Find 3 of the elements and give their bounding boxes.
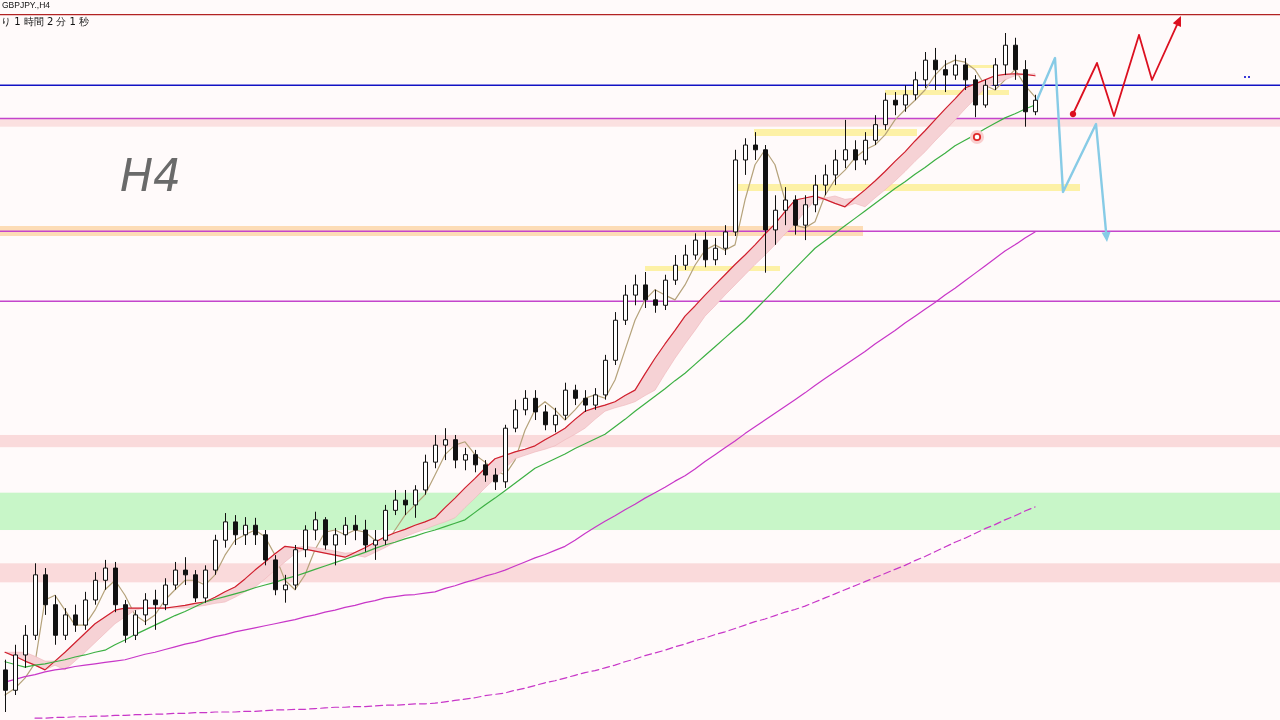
title: GBPJPY.,H4 bbox=[2, 0, 51, 10]
subtitle: り 1 時間 2 分 1 秒 bbox=[1, 16, 90, 27]
annotation: H4 bbox=[120, 150, 182, 201]
